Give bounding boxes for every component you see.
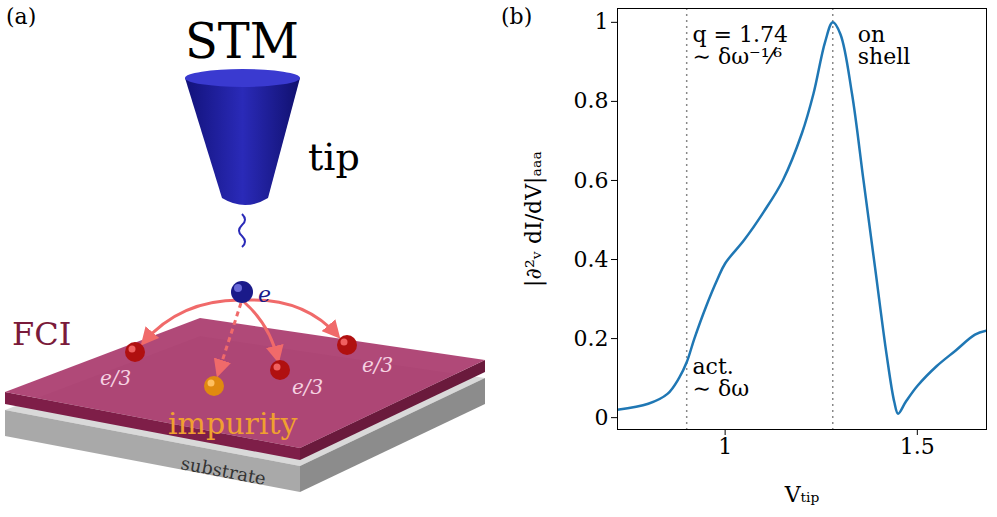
svg-text:substrate: substrate [179,452,267,489]
svg-text:act.∼ δω: act.∼ δω [692,354,749,401]
svg-text:(b): (b) [501,4,532,29]
svg-text:onshell: onshell [858,22,911,69]
svg-text:0.8: 0.8 [574,88,609,113]
svg-text:STM: STM [185,13,299,69]
svg-text:1.5: 1.5 [900,434,935,459]
svg-text:|∂²ᵥ dI/dV|ₐₐₐ: |∂²ᵥ dI/dV|ₐₐₐ [521,151,547,287]
svg-text:0.2: 0.2 [574,326,609,351]
svg-text:e/3: e/3 [362,353,393,377]
svg-text:0.4: 0.4 [574,247,609,272]
svg-text:q = 1.74∼ δω⁻¹⁄⁶: q = 1.74∼ δω⁻¹⁄⁶ [692,22,788,69]
svg-text:1: 1 [718,434,732,459]
svg-text:0.6: 0.6 [574,167,609,192]
svg-text:e/3: e/3 [292,375,323,399]
svg-text:FCI: FCI [12,315,71,353]
svg-text:(a): (a) [6,4,36,29]
svg-text:Vₜᵢₚ: Vₜᵢₚ [784,482,820,507]
svg-text:e: e [258,282,271,307]
svg-text:1: 1 [595,9,609,34]
svg-text:0: 0 [595,405,609,430]
svg-text:impurity: impurity [168,406,298,441]
svg-text:tip: tip [308,135,360,179]
svg-text:e/3: e/3 [100,366,131,390]
